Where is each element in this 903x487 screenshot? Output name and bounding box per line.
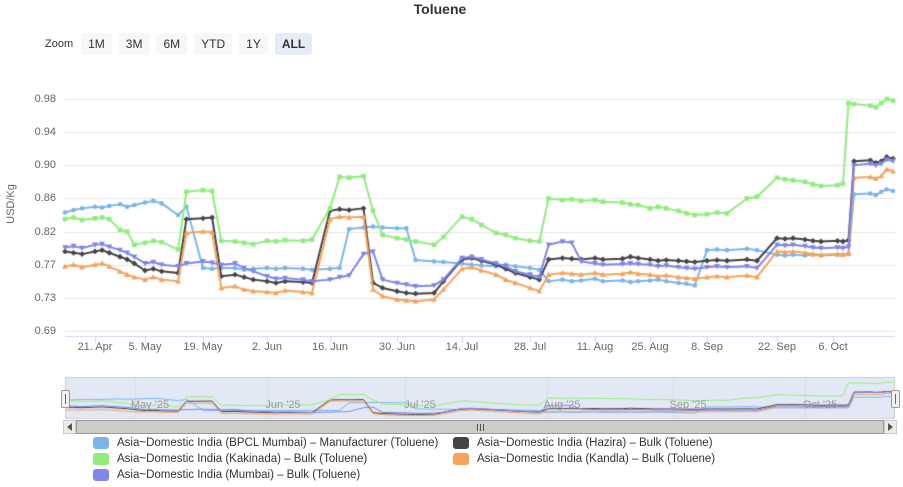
x-axis-label: 30. Jun [378, 341, 416, 353]
navigator-month-label: Aug '25 [543, 399, 581, 411]
x-axis-label: 16. Jun [311, 341, 349, 353]
navigator-month-label: Sep '25 [669, 399, 707, 411]
legend-column-2: Asia~Domestic India (Hazira) – Bulk (Tol… [453, 437, 715, 469]
navigator-month-label: May '25 [130, 399, 170, 411]
legend-item[interactable]: Asia~Domestic India (BPCL Mumbai) – Manu… [93, 437, 438, 449]
legend-swatch-icon [453, 453, 469, 465]
navigator-scrollbar [63, 420, 897, 434]
legend-item[interactable]: Asia~Domestic India (Kakinada) – Bulk (T… [93, 453, 438, 465]
x-axis-label: 2. Jun [252, 341, 282, 353]
x-axis-label: 8. Sep [691, 341, 723, 353]
y-axis-label: 0.82 [34, 225, 56, 238]
thumb-grip-icon [476, 423, 478, 431]
legend-swatch-icon [453, 437, 469, 449]
navigator-month-label: Jul '25 [404, 399, 436, 411]
y-axis-label: 0.77 [34, 258, 56, 271]
thumb-grip-icon [479, 423, 481, 431]
legend-item[interactable]: Asia~Domestic India (Hazira) – Bulk (Tol… [453, 437, 715, 449]
y-axis-label: 0.90 [34, 159, 56, 172]
navigator-left-handle[interactable] [61, 390, 70, 408]
thumb-grip-icon [482, 423, 484, 431]
legend-label: Asia~Domestic India (Mumbai) – Bulk (Tol… [117, 469, 361, 481]
x-axis-label: 22. Sep [758, 341, 796, 353]
handle-grip-icon [895, 394, 896, 404]
navigator-right-handle[interactable] [891, 390, 900, 408]
legend-item[interactable]: Asia~Domestic India (Mumbai) – Bulk (Tol… [93, 469, 438, 481]
y-axis-label: 0.69 [34, 325, 56, 337]
legend-label: Asia~Domestic India (Kandla) – Bulk (Tol… [477, 453, 716, 465]
legend-swatch-icon [93, 453, 109, 465]
scrollbar-thumb[interactable] [76, 420, 884, 434]
scrollbar-left-arrow-button[interactable] [63, 420, 76, 434]
legend-column-1: Asia~Domestic India (BPCL Mumbai) – Manu… [93, 437, 438, 485]
navigator-month-label: Jun '25 [265, 399, 301, 411]
x-axis-label: 14. Jul [445, 341, 479, 353]
y-axis-label: 0.98 [34, 93, 56, 105]
legend-label: Asia~Domestic India (Kakinada) – Bulk (T… [117, 453, 368, 465]
right-arrow-icon [888, 423, 893, 431]
x-axis-label: 21. Apr [77, 341, 113, 353]
x-axis-label: 28. Jul [513, 341, 547, 353]
x-axis-label: 6. Oct [818, 341, 848, 353]
x-axis-label: 11. Aug [576, 341, 614, 353]
y-axis-label: 0.94 [34, 126, 56, 139]
x-axis-label: 5. May [128, 341, 162, 353]
legend-swatch-icon [93, 437, 109, 449]
handle-grip-icon [65, 394, 66, 404]
legend-label: Asia~Domestic India (BPCL Mumbai) – Manu… [117, 437, 439, 449]
navigator-month-label: Oct '25 [802, 399, 838, 411]
x-axis-label: 19. May [183, 341, 223, 353]
left-arrow-icon [67, 423, 72, 431]
y-axis-label: 0.73 [34, 291, 56, 304]
legend-label: Asia~Domestic India (Hazira) – Bulk (Tol… [477, 437, 713, 449]
y-axis-label: 0.86 [34, 192, 56, 205]
legend-item[interactable]: Asia~Domestic India (Kandla) – Bulk (Tol… [453, 453, 715, 465]
x-axis-label: 25. Aug [631, 341, 669, 353]
legend-swatch-icon [93, 469, 109, 481]
scrollbar-right-arrow-button[interactable] [884, 420, 897, 434]
